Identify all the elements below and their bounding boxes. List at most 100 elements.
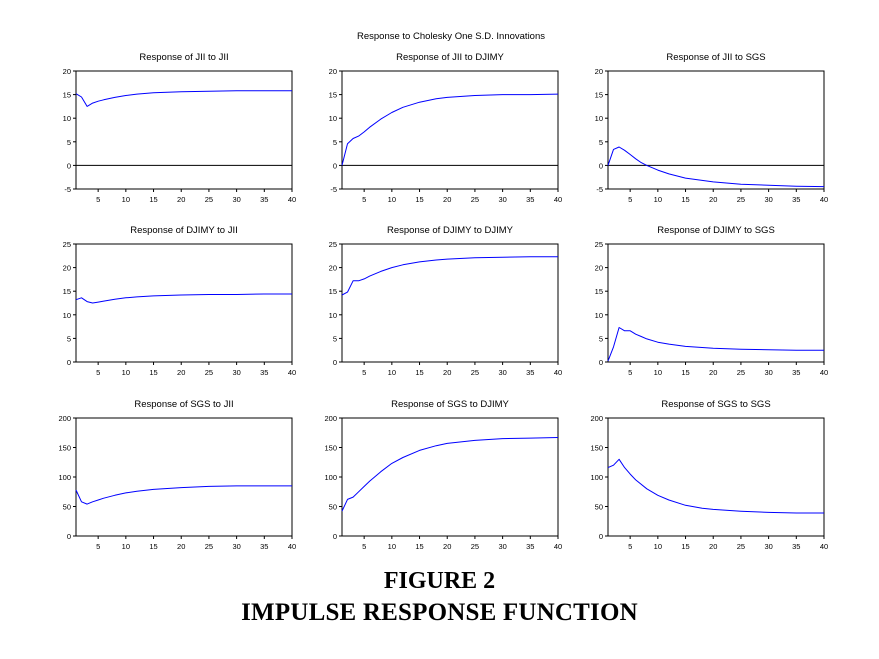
panel-title: Response of DJIMY to DJIMY [387, 225, 514, 236]
x-tick-label: 10 [388, 368, 396, 377]
y-tick-label: 5 [599, 334, 603, 343]
y-tick-label: 25 [595, 240, 603, 249]
x-tick-label: 20 [443, 368, 451, 377]
x-tick-label: 25 [737, 195, 745, 204]
y-tick-label: 100 [58, 473, 71, 482]
x-tick-label: 5 [362, 542, 366, 551]
y-tick-label: 0 [67, 161, 71, 170]
chart-panel: Response of SGS to DJIMY 0 50 100 150 200 5 10 1… [324, 399, 562, 551]
x-tick-label: 35 [260, 368, 268, 377]
y-tick-label: 25 [329, 240, 337, 249]
x-tick-label: 30 [764, 195, 772, 204]
panel-grid: Response of JII to JII -5 0 5 10 15 20 5 10 15 20 2… [58, 52, 828, 551]
x-tick-label: 35 [792, 368, 800, 377]
x-tick-label: 5 [628, 368, 632, 377]
y-tick-label: 15 [595, 91, 603, 100]
x-tick-label: 40 [820, 542, 828, 551]
plot-frame [341, 243, 559, 363]
x-tick-label: 35 [526, 542, 534, 551]
x-tick-label: 35 [526, 368, 534, 377]
y-tick-label: 5 [333, 138, 337, 147]
y-tick-label: 50 [595, 503, 603, 512]
y-tick-label: 50 [329, 503, 337, 512]
x-tick-label: 15 [149, 542, 157, 551]
y-tick-label: 15 [595, 287, 603, 296]
x-tick-label: 30 [498, 542, 506, 551]
x-tick-label: 20 [177, 368, 185, 377]
y-tick-label: 10 [595, 114, 603, 123]
plot-frame [75, 243, 293, 363]
x-tick-label: 15 [415, 368, 423, 377]
chart-panel: Response of JII to JII -5 0 5 10 15 20 5 10 15 20 2… [63, 52, 297, 204]
y-tick-label: -5 [330, 185, 337, 194]
y-tick-label: 5 [333, 334, 337, 343]
chart-panel: Response of JII to DJIMY -5 0 5 10 15 20 5 10 15 2… [329, 52, 563, 204]
x-tick-label: 20 [709, 368, 717, 377]
response-line [75, 90, 292, 107]
x-tick-label: 5 [628, 542, 632, 551]
chart-panel: Response of DJIMY to DJIMY 0 5 10 15 20 25 5 10 1… [329, 225, 563, 377]
chart-panel: Response of JII to SGS -5 0 5 10 15 20 5 10 15 20 2… [595, 52, 829, 204]
y-tick-label: -5 [596, 185, 603, 194]
x-tick-label: 30 [498, 195, 506, 204]
x-tick-label: 30 [498, 368, 506, 377]
x-tick-label: 40 [554, 368, 562, 377]
y-tick-label: 10 [595, 311, 603, 320]
panel-title: Response of DJIMY to SGS [657, 225, 775, 236]
x-tick-label: 25 [471, 542, 479, 551]
response-line [75, 485, 292, 505]
response-line [341, 93, 559, 166]
x-tick-label: 25 [737, 368, 745, 377]
x-tick-label: 40 [820, 368, 828, 377]
x-tick-label: 25 [471, 368, 479, 377]
y-tick-label: 10 [329, 114, 337, 123]
plot-frame [607, 243, 825, 363]
x-tick-label: 15 [681, 368, 689, 377]
x-tick-label: 20 [177, 542, 185, 551]
x-tick-label: 25 [205, 542, 213, 551]
x-tick-label: 15 [149, 368, 157, 377]
x-tick-label: 40 [288, 542, 296, 551]
y-tick-label: 10 [63, 311, 71, 320]
y-tick-label: 15 [329, 287, 337, 296]
x-tick-label: 40 [554, 195, 562, 204]
panel-title: Response of JII to DJIMY [396, 52, 504, 63]
y-tick-label: 50 [63, 503, 71, 512]
y-tick-label: 200 [58, 414, 71, 423]
figure-suptitle: Response to Cholesky One S.D. Innovation… [357, 31, 545, 42]
x-tick-label: 10 [654, 368, 662, 377]
x-tick-label: 35 [260, 542, 268, 551]
x-tick-label: 20 [709, 542, 717, 551]
plot-frame [341, 70, 559, 190]
x-tick-label: 5 [362, 195, 366, 204]
chart-panel: Response of SGS to JII 0 50 100 150 200 5 10 15 2… [58, 399, 296, 551]
y-tick-label: 0 [67, 358, 71, 367]
y-tick-label: 150 [590, 444, 603, 453]
x-tick-label: 10 [122, 368, 130, 377]
x-tick-label: 25 [737, 542, 745, 551]
panel-title: Response of JII to SGS [666, 52, 765, 63]
response-line [607, 327, 824, 362]
y-tick-label: 200 [590, 414, 603, 423]
panel-title: Response of SGS to JII [134, 399, 233, 410]
response-line [607, 146, 825, 188]
y-tick-label: 20 [63, 67, 71, 76]
y-tick-label: 100 [324, 473, 337, 482]
x-tick-label: 5 [96, 195, 100, 204]
plot-frame [75, 417, 293, 537]
x-tick-label: 25 [471, 195, 479, 204]
y-tick-label: 5 [67, 138, 71, 147]
x-tick-label: 35 [260, 195, 268, 204]
panel-title: Response of JII to JII [139, 52, 228, 63]
x-tick-label: 25 [205, 195, 213, 204]
x-tick-label: 40 [288, 195, 296, 204]
y-tick-label: 150 [324, 444, 337, 453]
x-tick-label: 5 [96, 368, 100, 377]
response-line [607, 458, 824, 514]
y-tick-label: 20 [595, 264, 603, 273]
y-tick-label: 10 [329, 311, 337, 320]
y-tick-label: 0 [599, 161, 603, 170]
x-tick-label: 20 [443, 195, 451, 204]
y-tick-label: 20 [63, 264, 71, 273]
y-tick-label: 0 [599, 358, 603, 367]
